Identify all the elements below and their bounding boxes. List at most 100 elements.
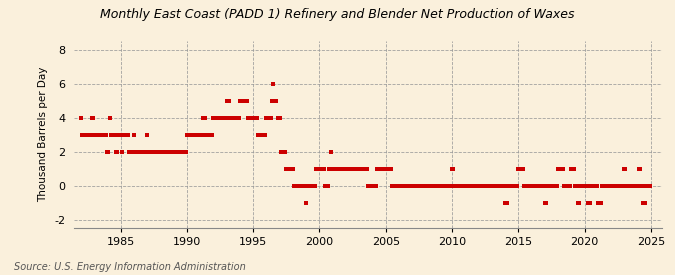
Point [376,167,387,171]
Point [389,183,400,188]
Point [416,183,427,188]
Point [327,167,338,171]
Point [320,183,331,188]
Point [334,167,345,171]
Point [88,116,99,120]
Point [501,200,512,205]
Point [93,133,104,137]
Point [131,150,142,154]
Point [107,133,117,137]
Point [558,183,569,188]
Point [244,116,254,120]
Point [295,183,306,188]
Point [610,183,621,188]
Point [500,200,510,205]
Point [432,183,443,188]
Point [409,183,420,188]
Point [79,133,90,137]
Point [541,200,551,205]
Point [402,183,413,188]
Point [350,167,361,171]
Point [256,133,267,137]
Point [468,183,479,188]
Point [497,183,508,188]
Point [347,167,358,171]
Point [523,183,534,188]
Point [390,183,401,188]
Point [439,183,450,188]
Point [119,133,130,137]
Point [171,150,182,154]
Point [388,183,399,188]
Point [202,133,213,137]
Point [624,183,634,188]
Point [454,183,465,188]
Point [140,150,151,154]
Point [228,116,239,120]
Point [563,183,574,188]
Point [112,150,123,154]
Point [577,183,588,188]
Point [274,116,285,120]
Point [234,98,245,103]
Point [472,183,483,188]
Point [261,116,272,120]
Point [137,150,148,154]
Point [574,200,585,205]
Point [534,183,545,188]
Point [234,116,244,120]
Point [246,116,256,120]
Point [591,183,602,188]
Point [182,133,192,137]
Point [340,167,350,171]
Point [520,183,531,188]
Point [166,150,177,154]
Point [428,183,439,188]
Point [126,150,137,154]
Point [354,167,364,171]
Point [618,183,628,188]
Point [420,183,431,188]
Point [204,133,215,137]
Point [506,183,517,188]
Point [92,133,103,137]
Point [312,167,323,171]
Point [555,167,566,171]
Point [440,183,451,188]
Point [333,167,344,171]
Point [240,98,251,103]
Point [301,200,312,205]
Point [286,167,297,171]
Point [163,150,173,154]
Point [602,183,613,188]
Point [466,183,477,188]
Point [423,183,433,188]
Point [105,133,116,137]
Point [607,183,618,188]
Point [116,150,127,154]
Point [430,183,441,188]
Point [258,133,269,137]
Point [621,183,632,188]
Point [608,183,619,188]
Point [512,183,522,188]
Point [612,183,623,188]
Point [429,183,440,188]
Point [446,183,456,188]
Point [405,183,416,188]
Point [290,183,300,188]
Point [421,183,432,188]
Point [570,183,581,188]
Point [567,167,578,171]
Point [296,183,307,188]
Point [344,167,355,171]
Point [107,133,118,137]
Point [128,133,139,137]
Point [400,183,411,188]
Point [632,183,643,188]
Point [230,116,241,120]
Point [536,183,547,188]
Point [155,150,166,154]
Point [554,167,564,171]
Point [496,183,507,188]
